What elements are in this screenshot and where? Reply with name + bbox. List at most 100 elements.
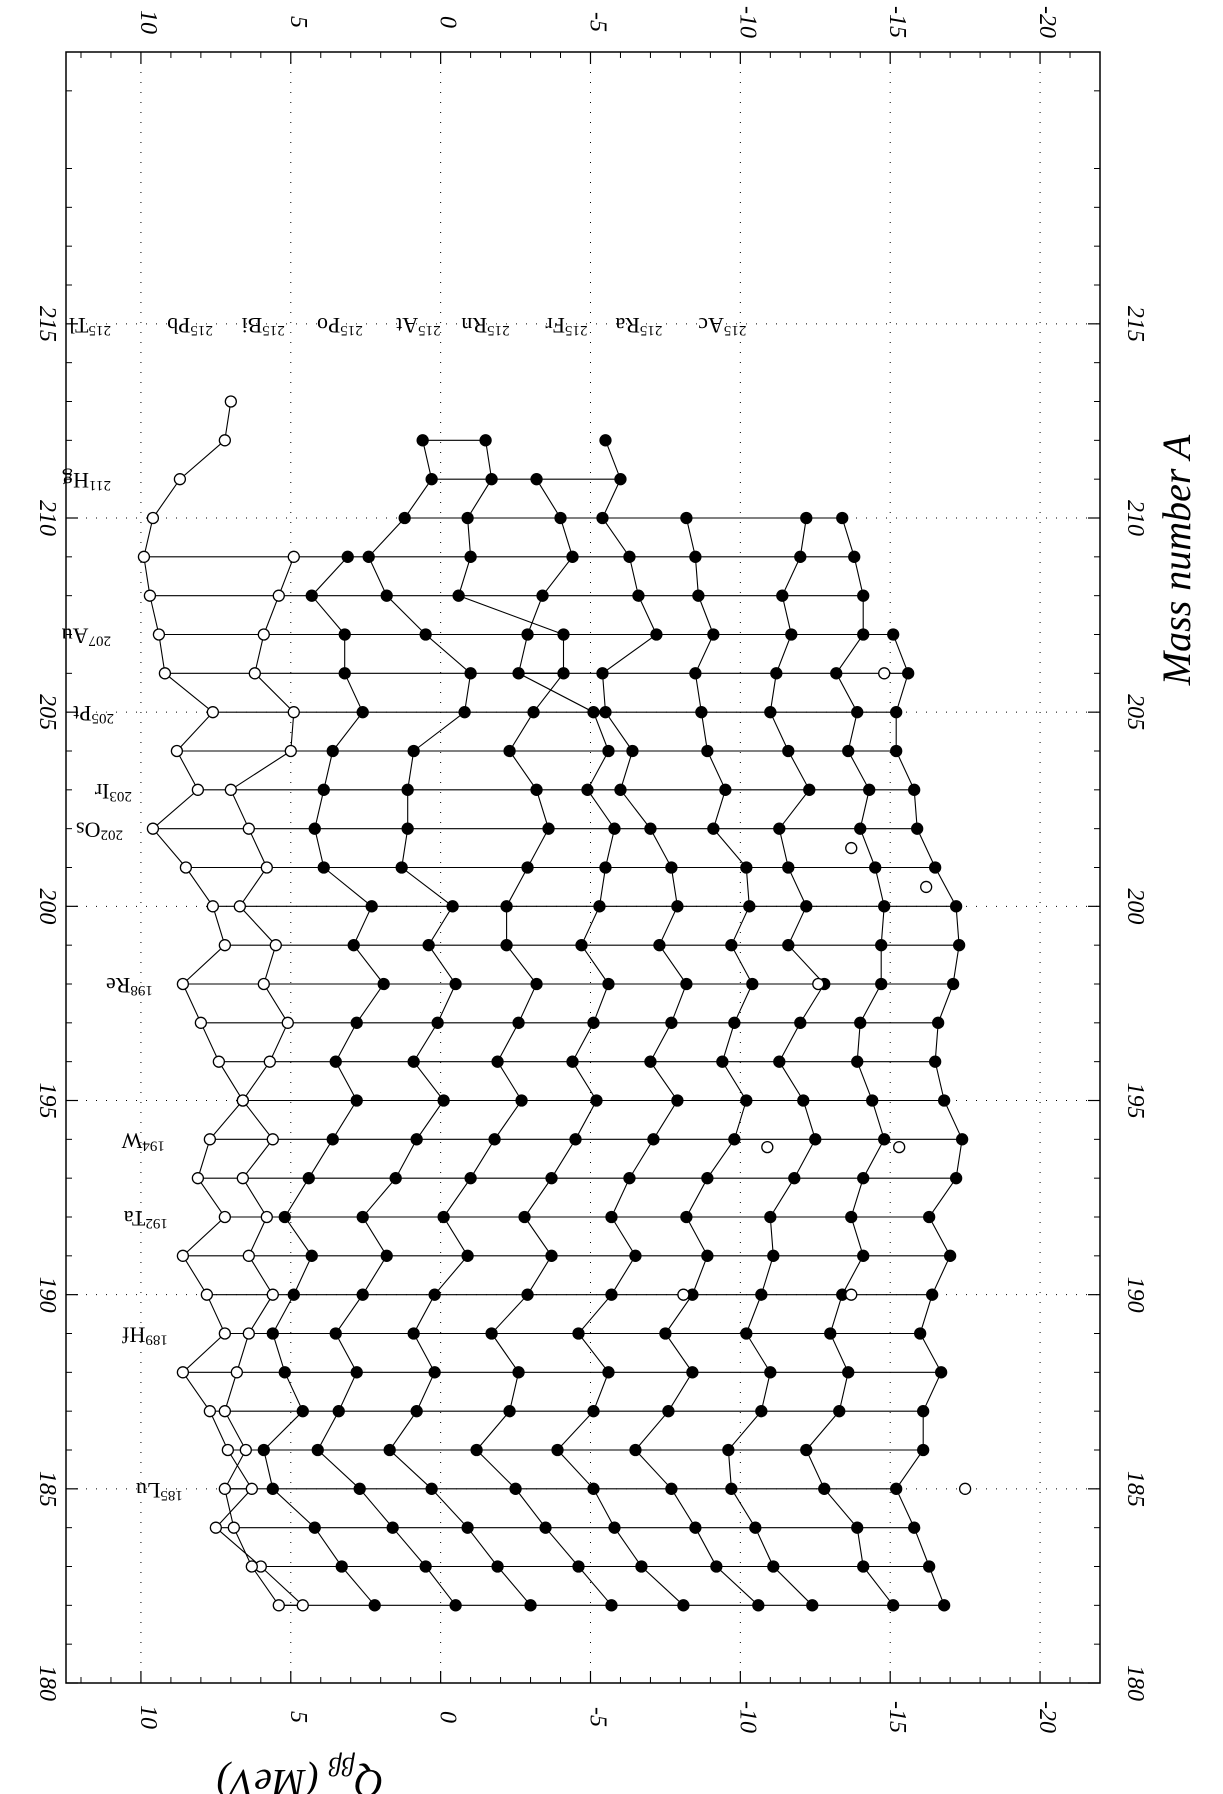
- tick-label-q: -20: [1034, 1701, 1060, 1733]
- data-point: [551, 1443, 564, 1457]
- data-point: [707, 628, 720, 641]
- data-point: [302, 1172, 315, 1185]
- data-point: [908, 1521, 921, 1534]
- data-point: [356, 1288, 369, 1301]
- data-point: [952, 939, 966, 952]
- data-point: [659, 1327, 672, 1340]
- data-point: [464, 550, 477, 563]
- data-point-open: [137, 550, 151, 563]
- data-point: [365, 900, 378, 913]
- data-point-open: [209, 1521, 223, 1534]
- data-point: [530, 977, 543, 991]
- data-point: [623, 1172, 636, 1185]
- data-point: [587, 1016, 600, 1029]
- data-point: [929, 861, 942, 874]
- data-point: [554, 511, 567, 525]
- data-point: [605, 1288, 618, 1301]
- data-point-open: [272, 1599, 285, 1612]
- tick-label-mass: 210: [34, 500, 60, 536]
- data-point: [875, 939, 888, 952]
- tick-label-mass: 200: [1122, 888, 1148, 924]
- data-point: [530, 473, 543, 486]
- data-point: [599, 861, 612, 874]
- data-point-open: [233, 900, 246, 913]
- data-point: [680, 977, 693, 991]
- data-point-open: [677, 1288, 690, 1301]
- data-point: [401, 822, 414, 835]
- data-point: [949, 900, 963, 913]
- data-point: [350, 1016, 363, 1029]
- data-point: [521, 1288, 534, 1301]
- data-point: [911, 822, 924, 835]
- data-point: [725, 939, 738, 952]
- data-point: [680, 511, 693, 525]
- data-point: [491, 1055, 504, 1068]
- x-axis-title: Mass number A: [1154, 434, 1199, 686]
- data-point: [587, 1482, 600, 1495]
- data-point: [380, 1249, 393, 1262]
- data-point: [689, 550, 702, 563]
- data-point: [545, 1172, 558, 1185]
- data-point: [755, 1288, 768, 1301]
- data-point-open: [242, 1249, 255, 1262]
- data-point: [536, 589, 549, 602]
- data-point: [887, 1599, 900, 1612]
- chain-line: [263, 556, 385, 1606]
- data-point: [752, 1599, 765, 1612]
- data-point: [419, 628, 432, 641]
- data-point-open: [236, 1172, 249, 1185]
- tick-label-mass: 215: [1122, 306, 1148, 342]
- data-point: [461, 1521, 474, 1534]
- data-point: [605, 1599, 618, 1612]
- isotope-label: 203Ir: [94, 779, 132, 804]
- data-point: [356, 706, 369, 719]
- data-point: [701, 1249, 714, 1262]
- data-point-open: [878, 667, 891, 680]
- data-point: [890, 1482, 903, 1495]
- data-point: [614, 783, 627, 796]
- data-point: [878, 1133, 891, 1146]
- data-point: [764, 1366, 777, 1379]
- data-point: [857, 1249, 870, 1262]
- data-point: [515, 1094, 528, 1107]
- data-point: [431, 1016, 444, 1029]
- data-point-open: [260, 1210, 273, 1224]
- data-point: [929, 1055, 942, 1068]
- data-point: [938, 1094, 951, 1107]
- data-point-open: [812, 977, 825, 991]
- data-point-open: [206, 706, 220, 719]
- data-point: [464, 667, 477, 680]
- chain-line: [143, 401, 304, 1606]
- data-point: [842, 744, 855, 758]
- isotope-label: 207Au: [62, 624, 111, 649]
- data-point-open: [245, 1560, 258, 1573]
- tick-label-mass: 210: [1122, 500, 1148, 536]
- data-point: [764, 706, 777, 719]
- data-point-open: [218, 1405, 231, 1418]
- data-point: [695, 706, 708, 719]
- data-point: [728, 1133, 741, 1146]
- data-point: [599, 434, 612, 447]
- data-point: [836, 511, 849, 525]
- data-point: [326, 1133, 339, 1146]
- data-point-open: [152, 628, 166, 641]
- data-point: [710, 1560, 723, 1573]
- data-point: [800, 900, 813, 913]
- data-point: [887, 628, 900, 641]
- data-point: [923, 1210, 936, 1224]
- data-point: [464, 1172, 477, 1185]
- data-point: [716, 1055, 729, 1068]
- data-point: [689, 667, 702, 680]
- data-point: [266, 1482, 279, 1495]
- isotope-chain-lines: [143, 401, 963, 1606]
- data-point: [665, 1016, 678, 1029]
- chain-line: [475, 478, 616, 1606]
- isotope-label: 215Tl: [69, 313, 111, 338]
- isotope-label: 211Hg: [62, 468, 111, 493]
- data-point: [389, 1172, 402, 1185]
- tick-label-mass: 190: [34, 1277, 60, 1313]
- data-point: [818, 1482, 831, 1495]
- data-point: [875, 977, 888, 991]
- data-point: [629, 1443, 642, 1457]
- data-point: [605, 1210, 618, 1224]
